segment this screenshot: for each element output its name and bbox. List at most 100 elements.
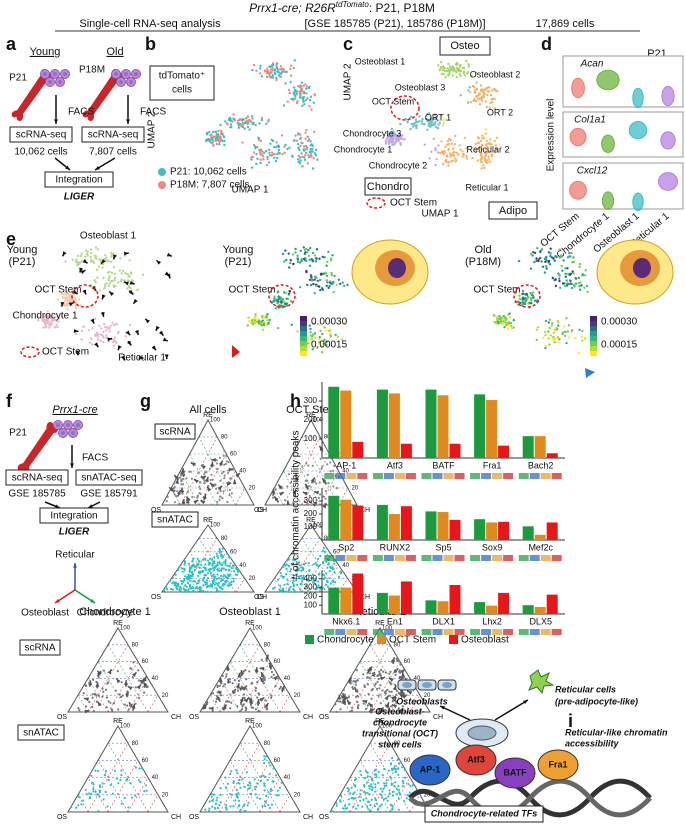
cell-point (66, 304, 70, 307)
cell-point (311, 348, 314, 351)
cell-point (222, 575, 225, 578)
cell-point (437, 123, 440, 126)
cell-point (291, 155, 294, 158)
cell-point (321, 255, 324, 259)
cell-point (336, 335, 340, 338)
cell-point (332, 579, 335, 582)
cell-point (249, 782, 252, 785)
cell-point (87, 329, 91, 332)
cell-point (442, 73, 445, 76)
bar (425, 600, 437, 614)
cell-point (383, 782, 386, 785)
cell-point (459, 94, 462, 97)
arrow-head (194, 479, 199, 484)
cell-point (366, 771, 369, 774)
cell-point (409, 127, 412, 131)
ternary-tick: 40 (152, 775, 159, 781)
cell-point (363, 685, 366, 689)
box (5, 469, 69, 486)
arrow-head (226, 482, 232, 486)
cell-point (306, 590, 310, 593)
tf-protein (494, 757, 536, 789)
y-tick-label: 100 (304, 600, 318, 609)
cell-point (168, 580, 171, 583)
box (19, 639, 61, 656)
cell-point (284, 291, 287, 294)
cell-point (259, 64, 262, 68)
cell-point (314, 148, 318, 152)
cell-point (229, 573, 232, 576)
arrow (439, 705, 471, 721)
bar (388, 393, 400, 458)
cell-point (548, 326, 551, 330)
cell-point (489, 146, 492, 149)
ternary-grid (97, 760, 129, 813)
cell-point (89, 255, 92, 259)
label: CH (303, 714, 313, 721)
cell-point (297, 154, 300, 158)
cell-point (322, 342, 325, 345)
cell-point (294, 590, 297, 594)
cell-point (94, 769, 97, 772)
cell-point (45, 321, 48, 324)
cell-point (336, 700, 339, 703)
cell-point (499, 321, 502, 324)
cell-point (198, 579, 201, 582)
cell-point (302, 567, 305, 570)
cell-point (298, 96, 302, 99)
bone-shape (17, 422, 59, 474)
ternary-tick: 60 (230, 452, 237, 458)
cell-point (396, 758, 399, 761)
cell-point (263, 761, 266, 765)
cell-point (215, 799, 218, 802)
cell-point (273, 295, 276, 298)
arrow-head (164, 354, 169, 360)
cell-point (57, 316, 61, 320)
cell-point (283, 145, 286, 148)
label: Col1a1 (574, 115, 606, 126)
cell-point (86, 254, 90, 257)
cell-point (60, 292, 63, 296)
label: RE (245, 620, 255, 627)
cell-point (437, 144, 440, 147)
cell-point (105, 256, 108, 259)
cell-point (501, 322, 504, 325)
ternary-grid (279, 794, 291, 813)
cell-point (300, 141, 303, 144)
cell-point (449, 153, 452, 156)
cell-point (202, 558, 205, 561)
cell-point (461, 155, 464, 159)
motif-logo (454, 473, 465, 479)
cell-point (70, 806, 73, 809)
cell-point (564, 267, 567, 270)
cell-point (191, 564, 194, 567)
cell-point (205, 470, 208, 474)
cell-point (250, 706, 253, 709)
bone-shape (82, 69, 124, 121)
cell-point (481, 134, 484, 138)
cell-point (66, 292, 70, 295)
cell-point (322, 577, 325, 581)
cell-point (245, 771, 248, 774)
cell-point (112, 702, 115, 705)
cell-point (226, 472, 230, 475)
cell-point (274, 684, 277, 688)
cell-point (291, 562, 294, 565)
cell-point (246, 324, 249, 327)
cell-point (164, 585, 168, 588)
cell-point (483, 92, 486, 96)
cell-point (408, 791, 411, 794)
cell-point (277, 144, 280, 147)
cell-point (319, 278, 322, 282)
cell-point (304, 251, 307, 254)
cell-point (290, 323, 293, 326)
ternary-grid (349, 678, 371, 713)
cell-point (572, 256, 575, 259)
cell-point (530, 252, 533, 256)
cell-point (547, 251, 551, 254)
cell-point (227, 555, 231, 558)
cell-point (254, 313, 257, 316)
cell-point (385, 784, 388, 787)
cell-point (210, 141, 213, 145)
cell-point (384, 140, 387, 143)
